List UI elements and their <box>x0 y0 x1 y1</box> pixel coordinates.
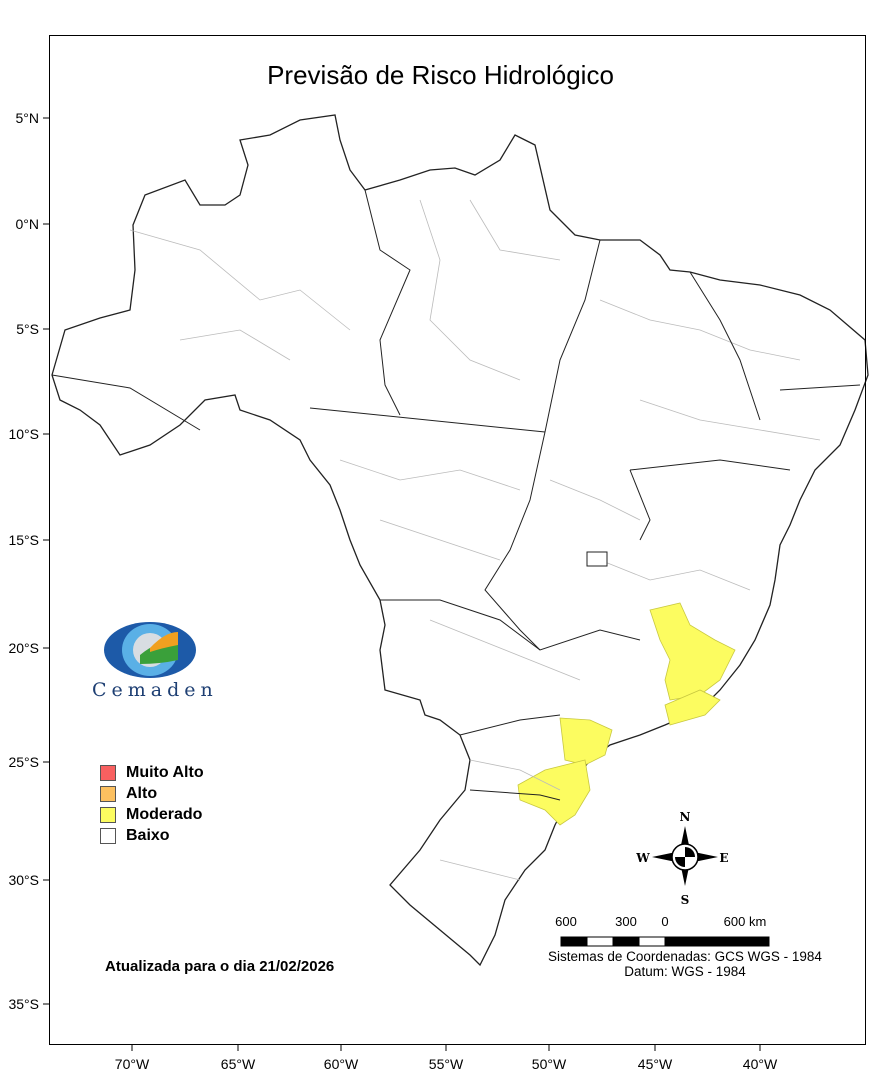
legend-swatch <box>100 806 116 823</box>
scale-label: 0 <box>661 914 669 929</box>
lon-tick-label: 70°W <box>114 1056 150 1072</box>
legend-label: Moderado <box>126 805 203 823</box>
cemaden-logo <box>104 622 196 678</box>
lon-tick-label: 40°W <box>742 1056 778 1072</box>
legend-label: Baixo <box>126 826 170 844</box>
datum: Datum: WGS - 1984 <box>624 964 746 979</box>
compass-e: E <box>719 851 729 865</box>
legend-swatch <box>100 827 116 844</box>
lat-tick-label: 5°N <box>15 110 40 126</box>
federal-district <box>586 551 608 567</box>
scale-bar <box>560 936 770 947</box>
scale-label: 600 km <box>723 914 767 929</box>
legend-label: Muito Alto <box>126 763 204 781</box>
update-date: Atualizada para o dia 21/02/2026 <box>105 958 335 975</box>
legend-item-moderado: Moderado <box>100 804 204 825</box>
map-frame <box>49 35 866 1045</box>
coordinate-info: Sistemas de Coordenadas: GCS WGS - 1984 … <box>520 949 850 979</box>
legend: Muito Alto Alto Moderado Baixo <box>100 762 204 846</box>
legend-item-baixo: Baixo <box>100 825 204 846</box>
lon-tick-label: 65°W <box>220 1056 256 1072</box>
moderate-risk-areas <box>517 602 736 826</box>
compass-n: N <box>679 810 691 824</box>
lat-tick-label: 10°S <box>8 426 39 442</box>
legend-label: Alto <box>126 784 158 802</box>
state-borders <box>51 189 861 801</box>
lat-tick-label: 0°N <box>15 216 40 232</box>
legend-item-alto: Alto <box>100 783 204 804</box>
legend-swatch <box>100 764 116 781</box>
scale-label: 300 <box>615 914 637 929</box>
compass-rose <box>652 826 718 886</box>
municipal-borders <box>129 199 821 881</box>
scale-label: 600 <box>555 914 577 929</box>
lon-tick-label: 60°W <box>323 1056 359 1072</box>
brazil-outline <box>51 114 869 967</box>
compass-s: S <box>680 893 690 907</box>
legend-swatch <box>100 785 116 802</box>
axis-ticks <box>43 117 761 1051</box>
lat-tick-label: 15°S <box>8 532 39 548</box>
lon-tick-label: 50°W <box>531 1056 567 1072</box>
map-title: Previsão de Risco Hidrológico <box>267 60 614 90</box>
lon-tick-label: 45°W <box>637 1056 673 1072</box>
lon-tick-label: 55°W <box>428 1056 464 1072</box>
lat-tick-label: 30°S <box>8 872 39 888</box>
lat-tick-label: 35°S <box>8 996 39 1012</box>
lat-tick-label: 20°S <box>8 640 39 656</box>
legend-item-muito-alto: Muito Alto <box>100 762 204 783</box>
coord-system: Sistemas de Coordenadas: GCS WGS - 1984 <box>548 949 822 964</box>
logo-text: Cemaden <box>92 679 218 701</box>
lat-tick-label: 25°S <box>8 754 39 770</box>
compass-w: W <box>636 851 650 865</box>
lat-tick-label: 5°S <box>16 321 39 337</box>
